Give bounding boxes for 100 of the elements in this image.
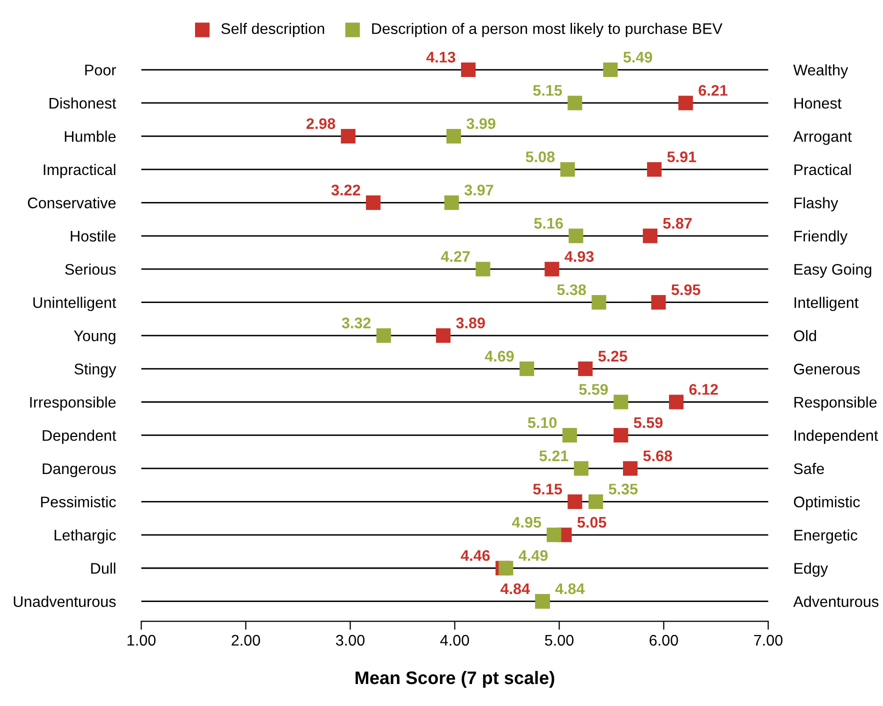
data-label: 3.99 (466, 118, 496, 130)
y2-tick-label: Independent (794, 430, 878, 444)
y-tick-label: Conservative (28, 197, 116, 208)
point (476, 262, 490, 276)
data-label: 5.15 (533, 484, 562, 494)
data-label: 5.59 (634, 417, 663, 428)
y2-tick-label: Friendly (794, 230, 848, 245)
point (544, 262, 560, 276)
data-label: 5.38 (557, 284, 586, 296)
point (592, 295, 606, 310)
data-label: 5.25 (598, 350, 628, 362)
point (668, 394, 684, 410)
data-label: 4.46 (460, 550, 490, 561)
x-axis-title: Mean Score (7 pt scale) (356, 670, 554, 688)
y2-tick-label: Old (794, 330, 816, 342)
point (546, 528, 562, 542)
point (614, 394, 628, 410)
point (444, 195, 459, 210)
y2-tick-label: Easy Going (794, 264, 872, 278)
data-label: 3.89 (456, 318, 485, 328)
data-label: 6.12 (689, 384, 718, 395)
point (568, 494, 582, 509)
data-label: 5.16 (534, 218, 563, 229)
y-tick-label: Humble (64, 130, 116, 142)
point (366, 195, 381, 210)
y-tick-label: Impractical (44, 164, 116, 178)
data-label: 3.22 (331, 184, 360, 196)
x-tick-label: 5.00 (544, 634, 574, 646)
point (498, 560, 514, 576)
x-tick-label: 3.00 (336, 634, 365, 646)
data-label: 4.93 (564, 251, 594, 262)
y2-tick-label: Arrogant (793, 131, 852, 145)
data-label: 5.95 (671, 284, 700, 296)
data-label: 5.05 (577, 516, 606, 528)
data-label: 5.68 (643, 450, 672, 462)
y-tick-label: Lethargic (54, 529, 116, 544)
point (578, 361, 593, 376)
data-label: 4.49 (518, 550, 548, 561)
data-label: 3.32 (342, 318, 371, 328)
y2-tick-label: Honest (794, 98, 842, 109)
point (678, 96, 693, 110)
legend-label: Self description (221, 22, 324, 38)
data-label: 5.59 (579, 384, 608, 395)
y2-tick-label: Intelligent (794, 296, 858, 312)
point (436, 328, 451, 343)
x-tick-label: 1.00 (128, 634, 156, 646)
y2-tick-label: Optimistic (794, 496, 860, 510)
data-label: 5.87 (663, 218, 692, 229)
y-tick-label: Serious (65, 264, 116, 275)
data-label: 4.95 (512, 516, 542, 528)
data-label: 2.98 (306, 118, 336, 130)
point (520, 361, 534, 376)
data-label: 4.13 (426, 52, 456, 63)
y-tick-label: Unintelligent (33, 296, 116, 312)
y-tick-label: Dependent (42, 430, 116, 444)
data-label: 4.69 (484, 350, 514, 362)
y2-tick-label: Edgy (794, 562, 828, 577)
y-tick-label: Young (74, 330, 116, 344)
y-tick-label: Unadventurous (14, 596, 116, 608)
data-label: 4.84 (555, 583, 585, 594)
legend-label: Description of a person most likely to purchase BEV (372, 22, 722, 38)
point (376, 328, 391, 343)
x-tick-label: 4.00 (440, 634, 470, 646)
data-label: 4.27 (440, 251, 470, 262)
y2-tick-label: Generous (794, 364, 860, 374)
y2-tick-label: Safe (794, 462, 824, 474)
data-label: 5.15 (533, 85, 562, 96)
y2-tick-label: Energetic (794, 529, 858, 544)
point (568, 96, 582, 110)
point (647, 162, 662, 177)
y-tick-label: Stingy (74, 363, 116, 378)
point (603, 62, 618, 78)
y2-tick-label: Flashy (794, 197, 838, 212)
y-tick-label: Hostile (70, 230, 116, 242)
x-tick-label: 6.00 (650, 634, 678, 646)
data-label: 6.21 (698, 84, 728, 96)
y2-tick-label: Practical (794, 164, 851, 176)
y-tick-label: Poor (85, 64, 116, 76)
data-label: 5.35 (608, 484, 638, 495)
y-tick-label: Dangerous (42, 463, 116, 478)
y2-tick-label: Wealthy (793, 64, 848, 78)
point (461, 62, 476, 78)
data-label: 5.10 (528, 417, 557, 428)
y-tick-label: Dishonest (50, 97, 116, 109)
y2-tick-label: Responsible (794, 396, 877, 411)
y-tick-label: Pessimistic (41, 496, 116, 508)
x-tick-label: 7.00 (754, 634, 782, 646)
point (560, 162, 575, 177)
point (651, 295, 666, 310)
point (623, 461, 638, 476)
point (568, 228, 584, 244)
data-label: 5.91 (667, 151, 696, 162)
point (588, 494, 604, 509)
point (574, 461, 588, 476)
point (340, 128, 356, 144)
data-label: 5.21 (539, 450, 568, 462)
y2-tick-label: Adventurous (793, 596, 878, 608)
point (614, 428, 628, 443)
data-label: 4.84 (500, 583, 530, 594)
y-tick-label: Irresponsible (30, 396, 116, 411)
